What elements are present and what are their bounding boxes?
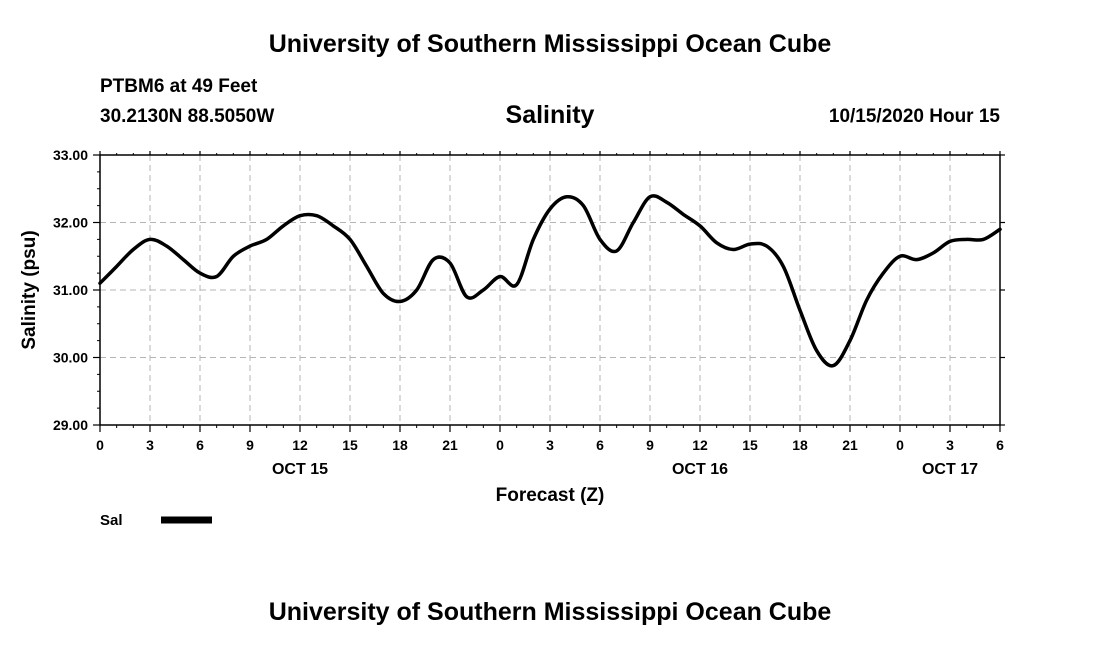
axis-ticks xyxy=(93,151,1005,432)
x-tick-label: 3 xyxy=(946,437,954,453)
x-axis-label: Forecast (Z) xyxy=(496,485,605,506)
x-tick-label: 12 xyxy=(692,437,708,453)
x-tick-label: 21 xyxy=(842,437,858,453)
x-tick-label: 6 xyxy=(996,437,1004,453)
legend-label-sal: Sal xyxy=(100,512,123,529)
forecast-datetime: 10/15/2020 Hour 15 xyxy=(828,106,1000,127)
top-title: University of Southern Mississippi Ocean… xyxy=(268,30,832,58)
x-tick-label: 9 xyxy=(246,437,254,453)
x-tick-label: 0 xyxy=(96,437,104,453)
x-tick-label: 12 xyxy=(292,437,308,453)
plot-frame xyxy=(99,154,1001,426)
x-tick-label: 9 xyxy=(646,437,654,453)
grid-lines xyxy=(100,155,1000,425)
series-line-sal xyxy=(98,194,1002,368)
y-axis-label: Salinity (psu) xyxy=(19,230,40,349)
station-label: PTBM6 at 49 Feet xyxy=(100,76,258,97)
x-tick-label: 21 xyxy=(442,437,458,453)
x-tick-label: 3 xyxy=(146,437,154,453)
date-label: OCT 16 xyxy=(672,461,728,478)
variable-title: Salinity xyxy=(505,101,595,129)
x-tick-label: 15 xyxy=(342,437,358,453)
y-tick-label: 33.00 xyxy=(53,147,88,163)
axis-labels: 0 3 6 9 12 15 18 21 0 3 6 9 12 15 18 21 0 3 6 29.00 30.00 31.… xyxy=(53,147,1004,478)
legend: Sal xyxy=(100,512,212,529)
y-tick-label: 31.00 xyxy=(53,282,88,298)
x-tick-label: 15 xyxy=(742,437,758,453)
y-tick-label: 29.00 xyxy=(53,417,88,433)
x-tick-label: 6 xyxy=(596,437,604,453)
y-tick-label: 30.00 xyxy=(53,350,88,366)
x-tick-label: 0 xyxy=(896,437,904,453)
bottom-title: University of Southern Mississippi Ocean… xyxy=(268,598,832,626)
x-tick-label: 3 xyxy=(546,437,554,453)
coordinates-label: 30.2130N 88.5050W xyxy=(100,106,275,127)
date-label: OCT 17 xyxy=(922,461,978,478)
series-layer xyxy=(98,194,1002,368)
y-tick-label: 32.00 xyxy=(53,215,88,231)
x-tick-label: 0 xyxy=(496,437,504,453)
date-label: OCT 15 xyxy=(272,461,328,478)
x-tick-label: 18 xyxy=(392,437,408,453)
x-tick-label: 18 xyxy=(792,437,808,453)
x-tick-label: 6 xyxy=(196,437,204,453)
